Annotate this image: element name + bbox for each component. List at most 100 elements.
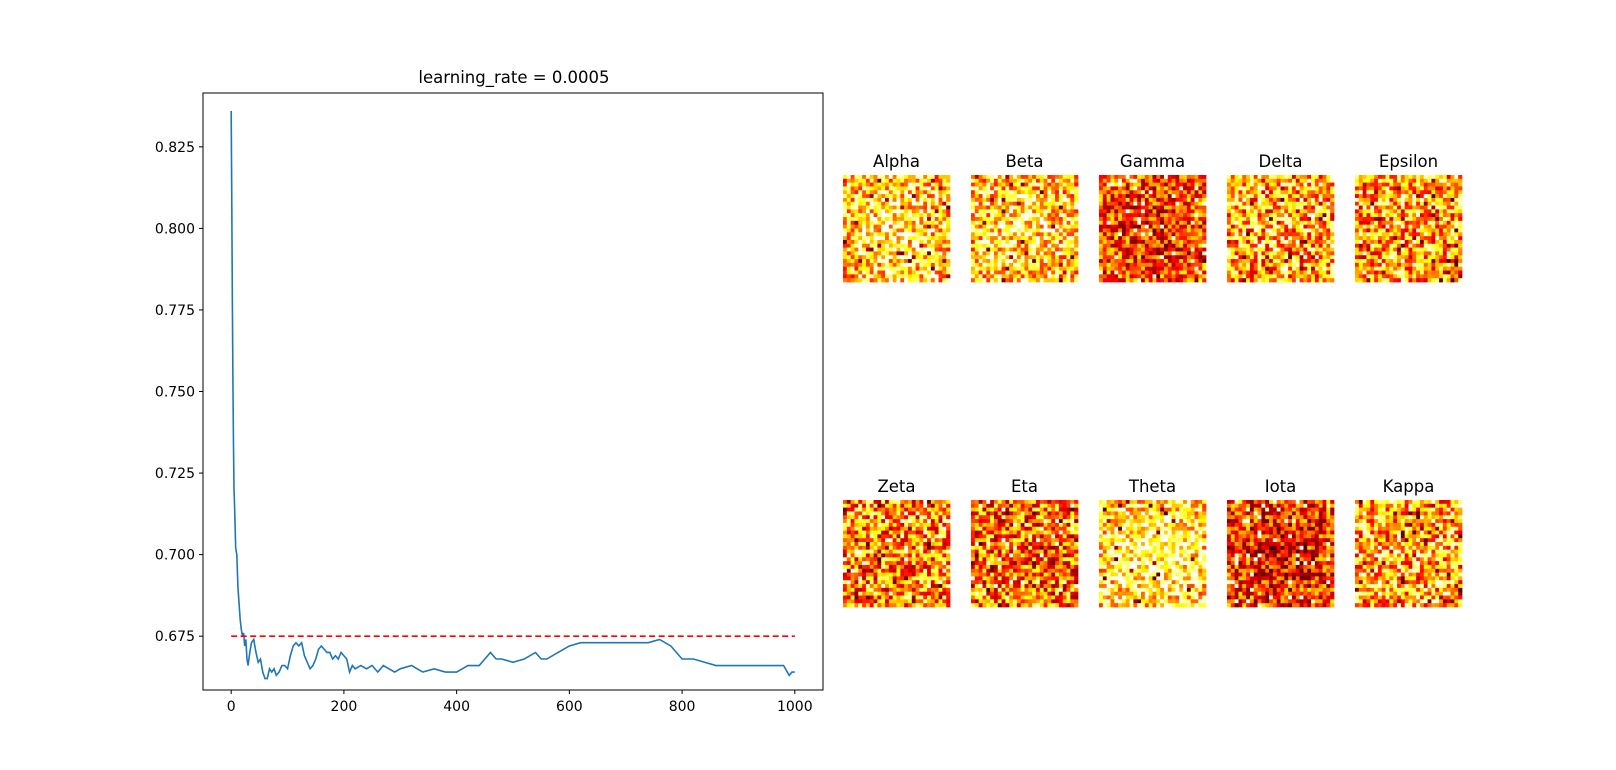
heatmap-cell [978,530,983,535]
heatmap-cell [869,178,874,183]
heatmap-cell [938,549,943,554]
heatmap-cell [978,247,983,252]
heatmap-cell [1374,274,1379,279]
heatmap-cell [1163,205,1169,210]
heatmap-cell [1167,213,1172,218]
heatmap-cell [1055,262,1060,268]
heatmap-cell [873,595,878,600]
heatmap-cell [900,259,905,264]
heatmap-cell [1047,190,1052,195]
heatmap-cell [1446,259,1451,264]
heatmap-cell [1242,213,1247,218]
heatmap-cell [911,564,916,570]
heatmap-cell [1016,201,1022,206]
heatmap-cell [1230,190,1235,195]
heatmap-cell [1009,239,1014,245]
heatmap-cell [1272,205,1278,210]
heatmap-cell [892,251,897,256]
heatmap-cell [858,190,863,195]
heatmap-cell [1393,274,1398,279]
heatmap-cell [1389,251,1394,256]
heatmap-cell [1427,197,1432,203]
heatmap-cell [1295,182,1300,187]
heatmap-cell [1099,251,1104,256]
heatmap-cell [850,213,855,218]
heatmap-cell [1198,190,1203,195]
heatmap-cell [946,549,951,554]
heatmap-cell [1280,201,1285,206]
heatmap-cell [888,274,894,279]
heatmap-cell [1013,239,1018,245]
heatmap-cell [1276,194,1281,199]
heatmap-cell [1423,186,1428,191]
heatmap-cell [1435,243,1440,248]
heatmap-cell [1070,182,1075,187]
heatmap-cell [846,568,851,573]
heatmap-cell [1114,274,1119,279]
heatmap-cell [982,182,987,187]
heatmap-cell [1024,194,1029,199]
heatmap-cell [1299,243,1304,248]
heatmap-cell [1152,220,1157,226]
heatmap-cell [1439,205,1444,210]
heatmap-cell [927,545,932,551]
heatmap-cell [846,557,851,562]
heatmap-cell [1393,251,1398,256]
heatmap-cell [1427,217,1432,222]
heatmap-cell [1035,232,1041,237]
heatmap-cell [1106,190,1111,195]
heatmap-cell [858,255,863,260]
heatmap-cell [900,251,905,256]
heatmap-cell [1265,205,1270,210]
heatmap-cell [1423,262,1428,268]
heatmap-cell [1013,526,1018,531]
heatmap-cell [971,175,976,180]
heatmap-cell [896,220,901,226]
heatmap-cell [1058,228,1064,233]
heatmap-cell [1020,262,1025,268]
heatmap-cell [1362,262,1367,268]
heatmap-cell [1005,507,1010,512]
heatmap-cell [865,205,871,210]
heatmap-cell [1070,511,1075,516]
heatmap-cell [1442,247,1448,252]
heatmap-cell [1133,175,1138,180]
heatmap-cell [1427,243,1432,248]
heatmap-cell [873,178,878,183]
heatmap-cell [881,182,886,187]
heatmap-cell [1137,194,1142,199]
heatmap-cell [927,553,932,558]
heatmap-cell [982,274,987,279]
heatmap-cell [1295,201,1300,206]
heatmap-cell [986,205,991,210]
heatmap-cell [1129,228,1134,233]
heatmap-cell [1175,274,1180,279]
heatmap-cell [919,251,924,256]
heatmap-cell [877,217,882,222]
heatmap-cell [900,247,905,252]
heatmap-cell [923,580,928,585]
heatmap-cell [1322,255,1327,260]
heatmap-cell [1051,220,1056,226]
heatmap-cell [1450,194,1455,199]
heatmap-cell [1028,182,1033,187]
heatmap-cell [896,584,901,589]
heatmap-cell [1291,232,1297,237]
heatmap-cell [1307,228,1312,233]
heatmap-cell [1039,228,1044,233]
heatmap-cell [865,507,871,512]
heatmap-cell [854,561,859,566]
heatmap-cell [892,530,897,535]
heatmap-cell [1230,175,1235,180]
heatmap-cell [938,503,943,508]
heatmap-cell [1326,178,1331,183]
heatmap-cell [1276,232,1281,237]
heatmap-cell [982,205,987,210]
heatmap-cell [1291,190,1297,195]
heatmap-cell [1121,178,1127,183]
heatmap-cell [888,587,894,593]
heatmap-cell [900,503,905,508]
heatmap-cell [1439,239,1444,245]
heatmap-cell [865,251,871,256]
heatmap-cell [854,507,859,512]
